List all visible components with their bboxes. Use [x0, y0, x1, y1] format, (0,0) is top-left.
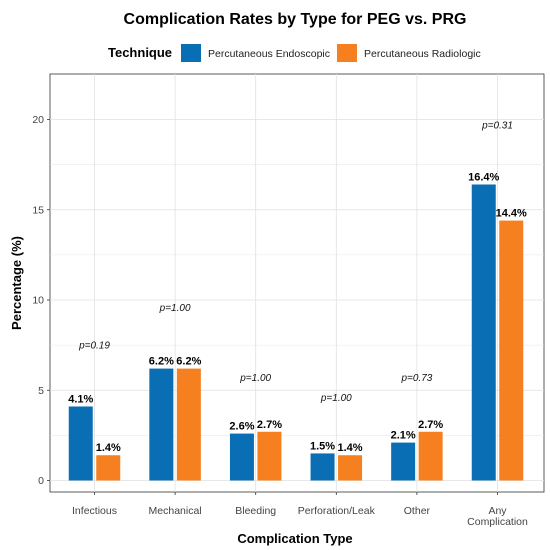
p-value-label: p=0.31	[481, 121, 513, 132]
p-value-annotations: p=0.19 p=1.00 p=1.00 p=1.00 p=0.73 p=0.31	[78, 121, 513, 405]
legend-swatch-endoscopic	[181, 44, 201, 62]
y-axis-title: Percentage (%)	[9, 236, 24, 330]
x-tick-label: Other	[404, 505, 431, 517]
p-value-label: p=1.00	[159, 303, 191, 314]
bar-radiologic	[176, 368, 201, 481]
y-tick-label: 20	[32, 114, 44, 126]
y-tick-label: 5	[38, 385, 44, 397]
legend-title: Technique	[108, 45, 172, 60]
bar-endoscopic	[391, 442, 416, 481]
chart-title: Complication Rates by Type for PEG vs. P…	[124, 11, 467, 28]
data-label: 16.4%	[468, 171, 499, 183]
bar-endoscopic	[229, 433, 254, 481]
data-label: 1.4%	[338, 442, 363, 454]
y-tick-label: 0	[38, 475, 44, 487]
bar-endoscopic	[310, 453, 335, 481]
y-tick-label: 10	[32, 295, 44, 307]
p-value-label: p=0.73	[400, 373, 432, 384]
bar-radiologic	[257, 431, 282, 481]
x-tick-label: Perforation/Leak	[298, 505, 376, 517]
bar-endoscopic	[149, 368, 174, 481]
y-tick-label: 15	[32, 204, 44, 216]
x-tick-label: Any Complication	[467, 505, 528, 528]
legend-label-radiologic: Percutaneous Radiologic	[364, 48, 481, 60]
data-label: 4.1%	[68, 393, 93, 405]
legend-swatch-radiologic	[337, 44, 357, 62]
legend-label-endoscopic: Percutaneous Endoscopic	[208, 48, 330, 60]
x-tick-label: Bleeding	[235, 505, 276, 517]
legend: Technique Percutaneous Endoscopic Percut…	[108, 44, 481, 62]
p-value-label: p=1.00	[239, 373, 271, 384]
data-label: 6.2%	[176, 356, 201, 368]
data-label: 14.4%	[496, 208, 527, 220]
data-label: 2.7%	[257, 419, 282, 431]
bar-radiologic	[338, 455, 363, 481]
bar-radiologic	[418, 431, 443, 481]
bar-radiologic	[499, 220, 524, 481]
data-labels: 4.1% 6.2% 2.6% 1.5% 2.1% 16.4% 1.4% 6.2% 2.7% 1.4…	[68, 171, 527, 454]
data-label: 2.7%	[418, 419, 443, 431]
y-axis: 0 5 10 15 20	[32, 114, 50, 487]
bar-radiologic	[96, 455, 121, 481]
gridlines	[50, 74, 544, 492]
bar-endoscopic	[68, 406, 93, 481]
data-label: 1.5%	[310, 440, 335, 452]
plot-panel	[49, 73, 545, 493]
x-tick-label: Infectious	[72, 505, 117, 517]
bar-endoscopic	[471, 184, 496, 481]
p-value-label: p=0.19	[78, 341, 110, 352]
p-value-label: p=1.00	[320, 393, 352, 404]
x-tick-label: Mechanical	[149, 505, 202, 517]
x-axis: Infectious Mechanical Bleeding Perforation/…	[72, 492, 528, 528]
bars	[68, 184, 524, 481]
data-label: 2.1%	[391, 430, 416, 442]
data-label: 2.6%	[229, 421, 254, 433]
x-axis-title: Complication Type	[237, 531, 352, 546]
data-label: 6.2%	[149, 356, 174, 368]
data-label: 1.4%	[96, 442, 121, 454]
